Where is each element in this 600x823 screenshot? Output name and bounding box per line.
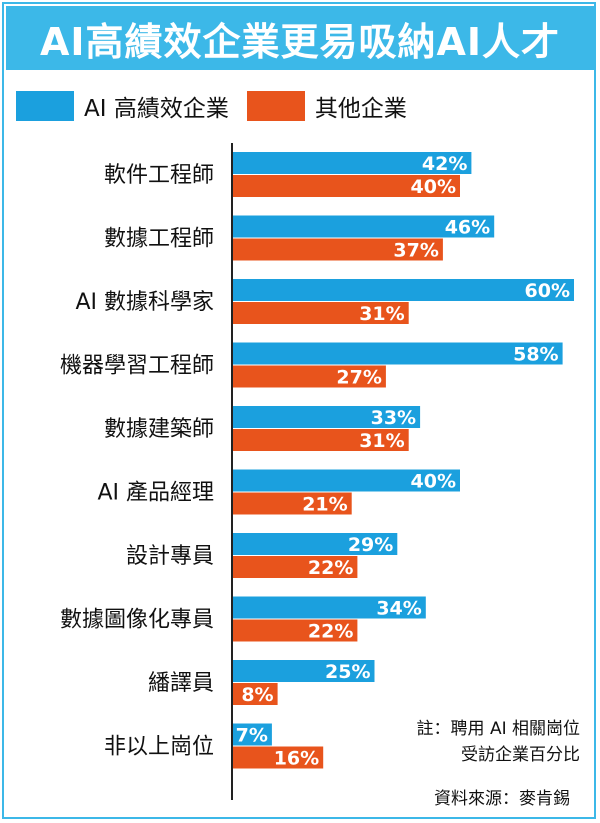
value-label-other-8: 8%	[241, 684, 273, 706]
chart-title: AI高績效企業更易吸納AI人才	[39, 19, 561, 64]
bar-ai-4	[232, 406, 421, 428]
note-line-2: 受訪企業百分比	[461, 745, 580, 765]
value-label-ai-4: 33%	[371, 407, 416, 429]
value-label-ai-0: 42%	[422, 153, 467, 175]
legend-label-other: 其他企業	[314, 96, 407, 122]
legend-swatch-other	[246, 91, 305, 121]
value-label-other-6: 22%	[308, 557, 353, 579]
bar-ai-6	[232, 533, 398, 555]
legend-swatch-ai	[16, 91, 74, 121]
value-label-ai-6: 29%	[348, 534, 393, 556]
category-label-3: 機器學習工程師	[60, 354, 214, 379]
legend-item-other: 其他企業	[246, 89, 407, 123]
bar-ai-0	[232, 152, 472, 174]
bar-ai-5	[232, 469, 460, 492]
bar-other-2	[232, 302, 409, 324]
value-label-ai-3: 58%	[513, 344, 558, 366]
value-label-ai-1: 46%	[445, 217, 490, 239]
bar-other-1	[232, 238, 443, 261]
value-label-other-0: 40%	[411, 176, 456, 198]
legend-label-ai: AI 高績效企業	[84, 96, 229, 122]
source-note: 資料來源：麥肯錫	[434, 789, 570, 809]
category-label-5: AI 產品經理	[97, 481, 214, 506]
title-banner: AI高績效企業更易吸納AI人才	[6, 6, 594, 70]
category-label-9: 非以上崗位	[104, 735, 214, 760]
legend: AI 高績效企業 其他企業	[16, 86, 407, 126]
category-label-0: 軟件工程師	[104, 163, 214, 188]
category-label-2: AI 數據科學家	[75, 290, 214, 315]
category-label-8: 繙譯員	[148, 671, 214, 696]
value-label-other-2: 31%	[359, 303, 404, 325]
value-label-ai-2: 60%	[525, 280, 570, 302]
bar-other-6	[232, 556, 358, 578]
bar-other-3	[232, 365, 386, 388]
value-label-ai-8: 25%	[325, 661, 370, 683]
value-label-other-5: 21%	[302, 494, 347, 516]
bar-ai-9	[232, 723, 272, 746]
value-label-ai-5: 40%	[411, 471, 456, 493]
category-label-6: 設計專員	[126, 544, 214, 569]
chart-notes: 註：聘用 AI 相關崗位 受訪企業百分比	[360, 716, 580, 768]
category-label-4: 數據建築師	[104, 417, 214, 442]
value-label-ai-9: 7%	[236, 725, 268, 747]
bar-other-0	[232, 175, 460, 197]
category-label-7: 數據圖像化專員	[60, 608, 214, 633]
category-label-1: 數據工程師	[104, 227, 214, 252]
value-label-other-7: 22%	[308, 621, 353, 643]
bar-ai-2	[232, 279, 574, 301]
value-label-ai-7: 34%	[376, 598, 421, 620]
value-label-other-4: 31%	[359, 430, 404, 452]
note-line-1: 註：聘用 AI 相關崗位	[416, 719, 580, 739]
bar-ai-7	[232, 596, 426, 619]
legend-item-ai: AI 高績效企業	[16, 89, 229, 123]
bar-other-9	[232, 746, 324, 769]
bar-ai-8	[232, 660, 375, 682]
bar-ai-3	[232, 342, 563, 365]
value-label-other-9: 16%	[274, 748, 319, 770]
bar-ai-1	[232, 215, 495, 238]
bar-other-5	[232, 492, 352, 515]
bar-other-4	[232, 429, 409, 451]
value-label-other-1: 37%	[393, 240, 438, 262]
bar-other-7	[232, 619, 358, 642]
bar-other-8	[232, 683, 278, 705]
value-label-other-3: 27%	[336, 367, 381, 389]
